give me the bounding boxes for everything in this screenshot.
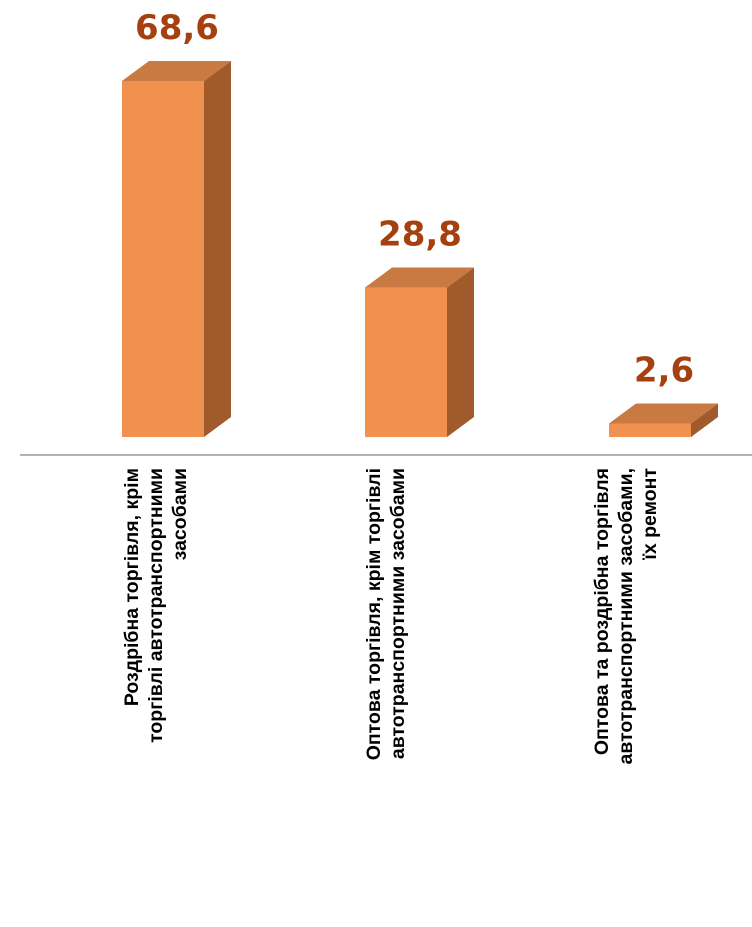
category-label-line: Роздрібна торгівля, крім xyxy=(121,468,143,706)
bar-top-face xyxy=(365,267,474,288)
bar-side-face xyxy=(204,61,231,437)
bar-1 xyxy=(122,61,231,437)
bar-2 xyxy=(365,267,474,437)
bars-group xyxy=(122,61,718,437)
value-label-3: 2,6 xyxy=(634,351,694,391)
category-label-3: Оптова та роздрібна торгівля автотранспор… xyxy=(591,468,661,764)
bar-side-face xyxy=(447,267,474,437)
category-label-2: Оптова торгівля, крім торгівлі автотрансп… xyxy=(363,468,409,760)
bar-top-face xyxy=(122,61,231,81)
bar-front-face xyxy=(365,287,447,437)
value-label-2: 28,8 xyxy=(378,215,462,255)
category-label-1: Роздрібна торгівля, крім торгівлі автотра… xyxy=(121,468,191,743)
bar-front-face xyxy=(122,81,204,437)
category-label-line: торгівлі автотранспортними xyxy=(145,468,167,743)
category-label-line: автотранспортними засобами, xyxy=(615,468,637,764)
bar-3 xyxy=(609,403,718,437)
bar-front-face xyxy=(609,423,691,437)
category-label-line: їх ремонт xyxy=(639,468,661,561)
category-label-line: засобами xyxy=(169,468,191,560)
value-labels-group: 68,6 28,8 2,6 xyxy=(135,8,694,391)
value-label-1: 68,6 xyxy=(135,8,219,48)
category-label-line: автотранспортними засобами xyxy=(387,468,409,759)
bar-side-face xyxy=(691,403,718,437)
category-label-line: Оптова торгівля, крім торгівлі xyxy=(363,468,385,760)
bar-top-face xyxy=(609,403,718,424)
category-labels-group: Роздрібна торгівля, крім торгівлі автотра… xyxy=(121,468,661,764)
category-label-line: Оптова та роздрібна торгівля xyxy=(591,468,613,755)
